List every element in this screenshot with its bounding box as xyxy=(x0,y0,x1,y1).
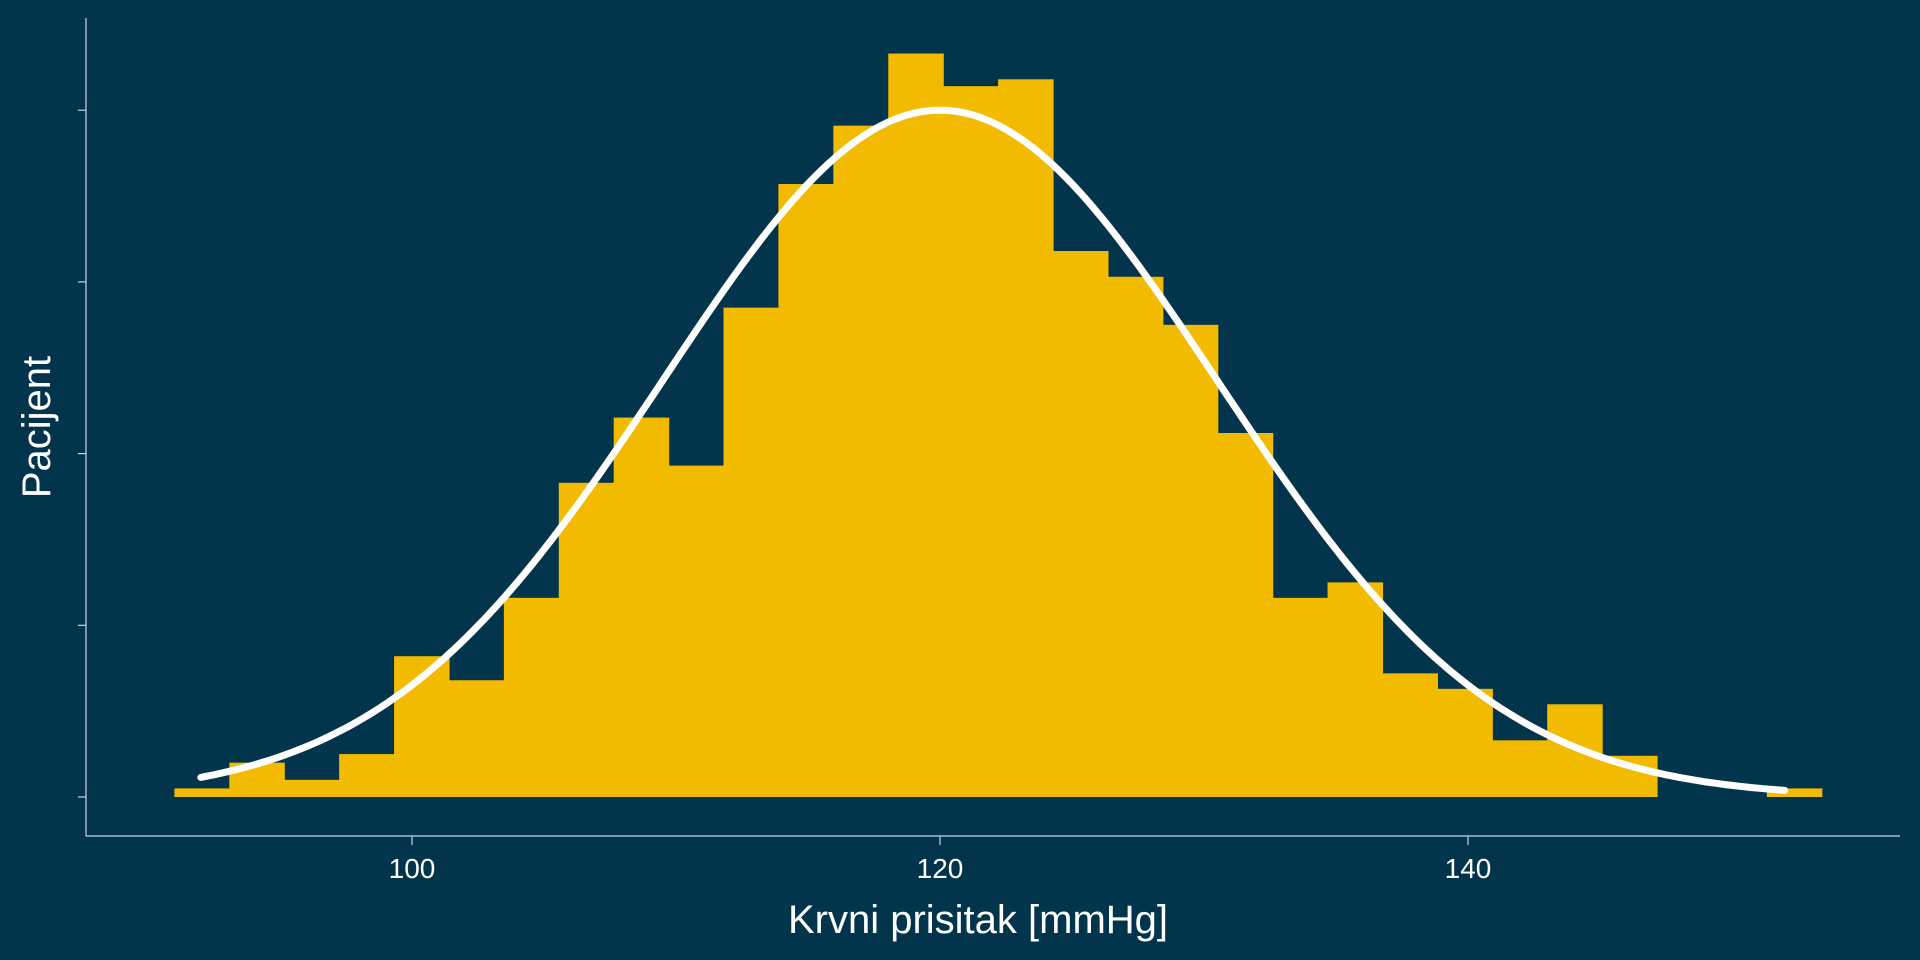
histogram-bar xyxy=(668,465,725,797)
histogram-bar xyxy=(1162,324,1219,797)
histogram-bar xyxy=(1217,432,1274,797)
y-axis-title: Pacijent xyxy=(15,356,59,498)
histogram-bar xyxy=(558,482,615,797)
histogram-bar xyxy=(1272,597,1329,797)
histogram-bar xyxy=(1327,582,1384,797)
x-axis-title: Krvni prisitak [mmHg] xyxy=(788,898,1168,942)
histogram-bar xyxy=(1492,740,1548,797)
x-axis-ticks: 100 120 140 xyxy=(389,836,1492,884)
histogram-bar xyxy=(888,53,944,797)
histogram-bar xyxy=(778,184,834,797)
histogram-bar xyxy=(613,417,670,797)
histogram-bar xyxy=(174,788,230,797)
histogram-bar xyxy=(1107,276,1164,797)
x-tick-label: 120 xyxy=(917,853,964,884)
y-axis-ticks xyxy=(78,109,86,798)
histogram-bar xyxy=(448,680,505,797)
histogram-bar xyxy=(1437,688,1493,797)
histogram-bar xyxy=(1052,250,1109,797)
histogram-bar xyxy=(943,86,999,798)
histogram-bar xyxy=(723,307,780,797)
histogram-bar xyxy=(284,779,340,797)
histogram-bar xyxy=(1382,673,1438,797)
x-tick-label: 100 xyxy=(389,853,436,884)
histogram-bars xyxy=(174,53,1823,798)
histogram-bar xyxy=(339,754,395,797)
histogram-bar xyxy=(503,597,560,797)
density-curve xyxy=(197,106,1789,794)
histogram-bar xyxy=(833,125,889,797)
histogram-bar xyxy=(1766,788,1823,797)
histogram-bar xyxy=(998,79,1054,797)
x-tick-label: 140 xyxy=(1445,853,1492,884)
